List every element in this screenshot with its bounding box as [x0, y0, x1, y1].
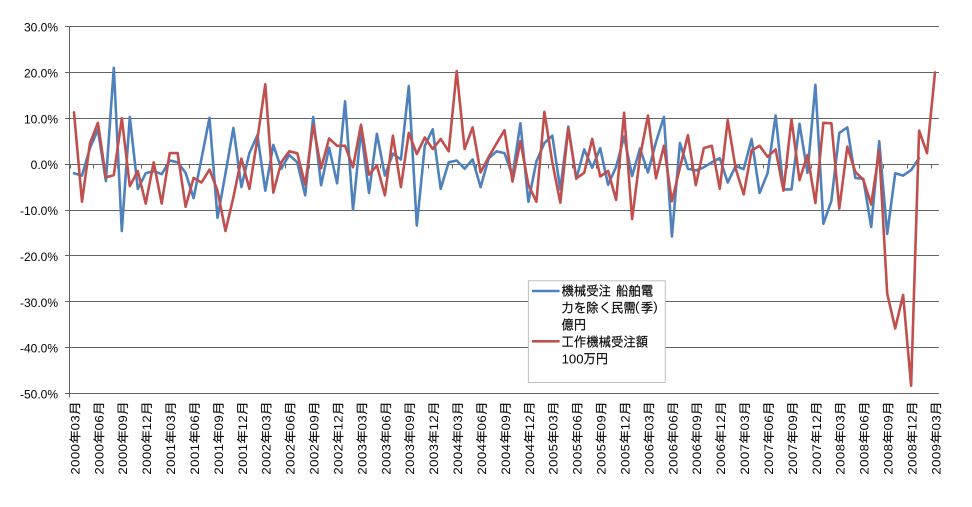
svg-text:03: 03 — [356, 415, 369, 430]
svg-text:2006: 2006 — [715, 444, 728, 475]
svg-text:03: 03 — [547, 415, 560, 430]
svg-text:-20.0%: -20.0% — [20, 250, 58, 264]
svg-text:06: 06 — [571, 415, 584, 430]
svg-text:12: 12 — [619, 415, 632, 430]
svg-text:03: 03 — [739, 415, 752, 430]
svg-text:2009: 2009 — [930, 444, 943, 475]
svg-text:2001: 2001 — [236, 444, 249, 475]
svg-text:03: 03 — [930, 415, 943, 430]
svg-text:12: 12 — [141, 415, 154, 430]
svg-text:2005: 2005 — [547, 444, 560, 475]
svg-text:09: 09 — [117, 415, 130, 430]
svg-text:03: 03 — [834, 415, 847, 430]
svg-text:03: 03 — [260, 415, 273, 430]
svg-text:2003: 2003 — [380, 444, 393, 475]
svg-text:2002: 2002 — [260, 444, 273, 475]
svg-text:09: 09 — [691, 415, 704, 430]
svg-text:06: 06 — [858, 415, 871, 430]
svg-text:12: 12 — [810, 415, 823, 430]
svg-text:2004: 2004 — [523, 444, 536, 475]
svg-text:2005: 2005 — [619, 444, 632, 475]
svg-text:2002: 2002 — [284, 444, 297, 475]
svg-text:2003: 2003 — [356, 444, 369, 475]
svg-text:2005: 2005 — [571, 444, 584, 475]
svg-text:30.0%: 30.0% — [24, 21, 58, 35]
svg-text:2001: 2001 — [165, 444, 178, 475]
svg-text:2006: 2006 — [667, 444, 680, 475]
svg-text:100: 100 — [562, 352, 584, 367]
svg-text:09: 09 — [499, 415, 512, 430]
svg-text:2002: 2002 — [308, 444, 321, 475]
svg-text:2003: 2003 — [404, 444, 417, 475]
svg-text:2003: 2003 — [428, 444, 441, 475]
svg-text:06: 06 — [667, 415, 680, 430]
svg-text:12: 12 — [523, 415, 536, 430]
svg-text:03: 03 — [69, 415, 82, 430]
svg-text:2007: 2007 — [739, 444, 752, 475]
svg-text:2006: 2006 — [643, 444, 656, 475]
svg-text:06: 06 — [189, 415, 202, 430]
svg-text:06: 06 — [763, 415, 776, 430]
svg-text:06: 06 — [284, 415, 297, 430]
svg-text:2000: 2000 — [141, 444, 154, 475]
svg-text:12: 12 — [332, 415, 345, 430]
svg-text:09: 09 — [882, 415, 895, 430]
svg-text:-30.0%: -30.0% — [20, 296, 58, 310]
svg-text:20.0%: 20.0% — [24, 67, 58, 81]
svg-text:2000: 2000 — [93, 444, 106, 475]
svg-text:2000: 2000 — [69, 444, 82, 475]
svg-text:03: 03 — [643, 415, 656, 430]
svg-text:12: 12 — [715, 415, 728, 430]
svg-text:09: 09 — [212, 415, 225, 430]
svg-text:2001: 2001 — [189, 444, 202, 475]
svg-text:2005: 2005 — [595, 444, 608, 475]
svg-text:2007: 2007 — [810, 444, 823, 475]
svg-text:2008: 2008 — [858, 444, 871, 475]
svg-text:2008: 2008 — [906, 444, 919, 475]
svg-text:2004: 2004 — [452, 444, 465, 475]
svg-text:06: 06 — [380, 415, 393, 430]
svg-text:10.0%: 10.0% — [24, 112, 58, 126]
svg-text:09: 09 — [595, 415, 608, 430]
svg-text:03: 03 — [165, 415, 178, 430]
svg-text:09: 09 — [308, 415, 321, 430]
svg-text:2004: 2004 — [476, 444, 489, 475]
svg-text:-40.0%: -40.0% — [20, 342, 58, 356]
svg-text:2007: 2007 — [763, 444, 776, 475]
svg-text:2008: 2008 — [834, 444, 847, 475]
svg-text:09: 09 — [404, 415, 417, 430]
svg-text:2006: 2006 — [691, 444, 704, 475]
svg-text:2001: 2001 — [212, 444, 225, 475]
svg-text:06: 06 — [476, 415, 489, 430]
svg-text:12: 12 — [428, 415, 441, 430]
svg-text:03: 03 — [452, 415, 465, 430]
svg-text:12: 12 — [906, 415, 919, 430]
svg-text:2004: 2004 — [499, 444, 512, 475]
svg-text:0.0%: 0.0% — [31, 158, 59, 172]
svg-text:09: 09 — [786, 415, 799, 430]
svg-text:-50.0%: -50.0% — [20, 388, 58, 402]
svg-text:-10.0%: -10.0% — [20, 204, 58, 218]
svg-text:2000: 2000 — [117, 444, 130, 475]
svg-text:2007: 2007 — [786, 444, 799, 475]
svg-text:2008: 2008 — [882, 444, 895, 475]
svg-text:2002: 2002 — [332, 444, 345, 475]
svg-text:12: 12 — [236, 415, 249, 430]
svg-text:06: 06 — [93, 415, 106, 430]
